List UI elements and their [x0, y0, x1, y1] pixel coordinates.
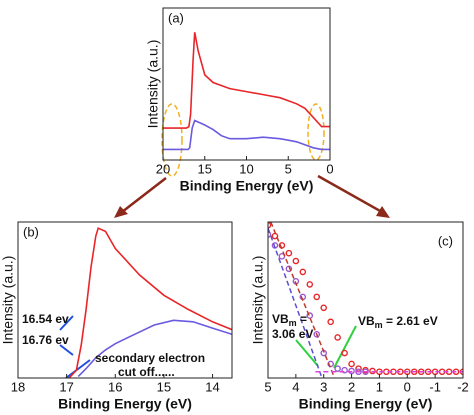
arrow-head: [376, 206, 390, 218]
plot-frame: [17, 221, 233, 379]
data-point: [369, 367, 376, 375]
plot-frame: [162, 7, 331, 161]
data-point: [285, 249, 293, 257]
data-point: [327, 318, 334, 326]
data-point: [268, 231, 272, 238]
data-point: [348, 367, 355, 375]
data-line: [77, 319, 232, 377]
data-point: [313, 293, 321, 301]
annotation-sub: m: [289, 318, 297, 328]
panel-label: (b): [23, 224, 39, 239]
x-tick-label: 17: [59, 379, 73, 394]
plot-area: [268, 222, 463, 378]
x-tick-label: 15: [198, 161, 212, 176]
data-point: [306, 312, 314, 319]
annotation-main: VB: [358, 314, 375, 328]
highlight-ellipse: [307, 103, 325, 161]
x-tick-label: -1: [429, 379, 441, 394]
x-tick-label: 2: [348, 379, 355, 394]
x-tick-label: 1: [376, 379, 383, 394]
annotation-rest: =: [297, 312, 307, 326]
x-tick-label: 16: [108, 379, 122, 394]
panel-label: (a): [168, 10, 184, 25]
x-tick-label: 20: [156, 161, 170, 176]
x-tick-label: 5: [285, 161, 292, 176]
data-point: [334, 365, 341, 372]
data-point: [285, 265, 293, 273]
data-point: [320, 304, 328, 312]
y-axis-label: Intensity (a.u.): [0, 256, 16, 345]
zoom-arrow: [121, 177, 167, 213]
annotation-sub: m: [375, 320, 383, 330]
data-point: [299, 268, 307, 276]
pointer-arrow: [59, 344, 74, 356]
zoom-arrow: [317, 174, 383, 214]
annotation: 3.06 eV: [272, 327, 313, 341]
pointer-arrow: [295, 339, 319, 367]
x-tick-label: 5: [264, 379, 271, 394]
annotation: 16.54 ev: [22, 312, 69, 326]
plot-area: [163, 32, 330, 151]
x-tick-label: 0: [404, 379, 411, 394]
panel-label: (c): [438, 233, 453, 248]
annotation-rest: = 2.61 eV: [383, 314, 438, 328]
data-point: [341, 366, 348, 374]
data-line: [163, 119, 330, 151]
data-point: [313, 331, 321, 338]
data-point: [306, 281, 314, 288]
highlight-ellipse: [161, 103, 183, 177]
pointer-arrow: [59, 315, 74, 331]
pointer-arrow: [65, 359, 91, 379]
annotation: VBm = 2.61 eV: [358, 314, 438, 330]
x-axis-label: Binding Energy (eV): [180, 178, 314, 194]
decorations: [59, 103, 390, 379]
x-tick-label: -2: [457, 379, 469, 394]
plot-area: [68, 227, 232, 378]
data-point: [268, 222, 272, 229]
y-axis-label: Intensity (a.u.): [145, 40, 161, 129]
data-line: [163, 32, 330, 129]
fit-line: [268, 227, 323, 378]
x-tick-label: 10: [239, 161, 253, 176]
arrow-head: [114, 206, 128, 218]
data-point: [341, 349, 348, 357]
data-line: [68, 227, 232, 378]
annotation: 16.76 ev: [22, 333, 69, 347]
annotation: cut off......: [118, 365, 175, 379]
x-tick-label: 15: [157, 379, 171, 394]
x-tick-label: 3: [320, 379, 327, 394]
pointer-arrow: [333, 325, 357, 369]
x-tick-label: 4: [292, 379, 299, 394]
x-tick-label: 0: [326, 161, 333, 176]
x-axis-label: Binding Energy (eV): [58, 396, 192, 412]
plot-frame: [267, 221, 464, 379]
x-tick-label: 18: [11, 379, 25, 394]
data-point: [334, 334, 341, 341]
annotation: secondary electron: [95, 351, 205, 365]
x-axis-label: Binding Energy (eV): [299, 396, 433, 412]
y-axis-label: Intensity (a.u.): [250, 256, 266, 345]
x-tick-label: 14: [205, 379, 219, 394]
data-point: [292, 257, 300, 265]
annotation-main: VB: [272, 312, 289, 326]
fit-line: [270, 222, 336, 378]
data-point: [348, 360, 355, 368]
annotation: VBm =: [272, 312, 307, 328]
